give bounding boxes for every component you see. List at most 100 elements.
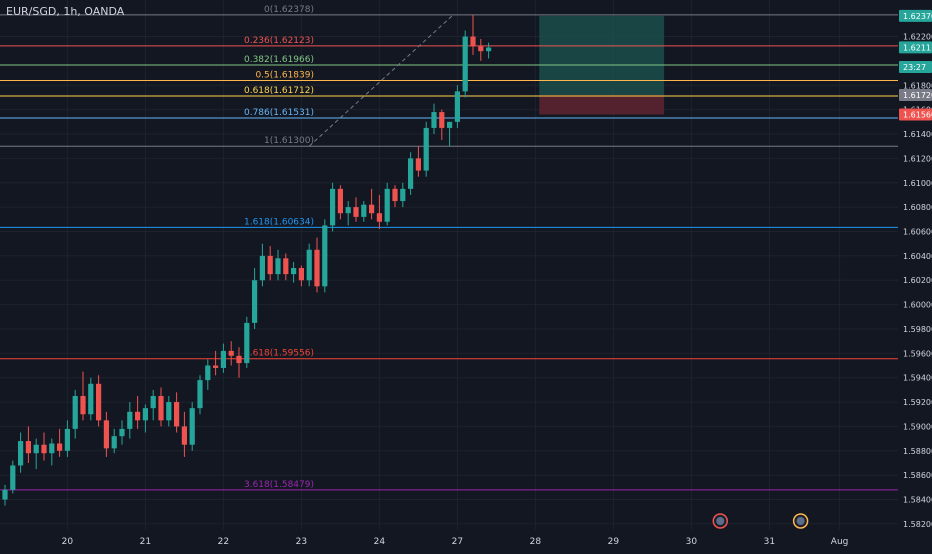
- candle-body: [41, 444, 47, 454]
- y-tick-label: 1.60400: [903, 252, 932, 261]
- fib-trend-line: [308, 14, 454, 147]
- candle-body: [353, 207, 359, 217]
- candle-body: [384, 188, 390, 222]
- candle-body: [415, 158, 421, 171]
- candle-body: [439, 112, 445, 128]
- price-label-text: 1.62370: [903, 12, 932, 21]
- fib-level-label: 1(1.61300): [264, 136, 314, 146]
- fib-level-label: 3.618(1.58479): [244, 480, 314, 490]
- x-tick-label: 23: [296, 537, 307, 547]
- candle-body: [392, 188, 398, 202]
- y-tick-label: 1.59600: [903, 349, 932, 358]
- candle-body: [423, 127, 429, 171]
- fib-level-label: 0(1.62378): [264, 5, 314, 15]
- candle-body: [33, 444, 39, 454]
- candle-body: [174, 402, 180, 427]
- y-tick-label: 1.60600: [903, 227, 932, 236]
- symbol-label: EUR/SGD, 1h, OANDA: [6, 5, 125, 18]
- x-tick-label: 21: [140, 537, 151, 547]
- event-marker-flag-icon: [796, 517, 805, 525]
- candle-body: [454, 91, 460, 122]
- candle-body: [447, 121, 453, 128]
- candle-body: [283, 258, 289, 275]
- candle-body: [111, 436, 117, 449]
- candle-body: [72, 395, 78, 429]
- fib-level-label: 0.382(1.61966): [244, 55, 314, 65]
- candle-body: [2, 489, 8, 500]
- candle-body: [252, 280, 258, 323]
- price-axis[interactable]: 1.622001.618001.616001.614001.612001.610…: [898, 0, 932, 550]
- y-tick-label: 1.62200: [903, 33, 932, 42]
- trend-line: [308, 14, 454, 147]
- candle-body: [322, 225, 328, 287]
- candle-body: [236, 355, 242, 364]
- candle-body: [486, 47, 492, 52]
- x-tick-label: 29: [608, 537, 620, 547]
- y-tick-label: 1.61000: [903, 179, 932, 188]
- candle-body: [431, 112, 437, 128]
- candle-body: [361, 204, 367, 217]
- candle-body: [181, 426, 187, 445]
- price-label-text: 1.61720: [903, 91, 932, 100]
- candle-body: [88, 383, 94, 415]
- y-tick-label: 1.60000: [903, 301, 932, 310]
- candle-body: [189, 408, 195, 445]
- candle-body: [142, 408, 148, 421]
- x-tick-label: 31: [764, 537, 775, 547]
- fib-level-label: 0.786(1.61531): [244, 108, 314, 118]
- y-tick-label: 1.61400: [903, 130, 932, 139]
- fib-level-label: 1.618(1.60634): [244, 217, 314, 227]
- stop-loss-zone: [539, 95, 665, 115]
- y-tick-label: 1.59400: [903, 374, 932, 383]
- candle-body: [337, 188, 343, 214]
- y-tick-label: 1.60200: [903, 276, 932, 285]
- candle-body: [259, 255, 265, 281]
- time-axis-bg: [0, 530, 932, 550]
- y-tick-label: 1.61800: [903, 81, 932, 90]
- candle-body: [376, 213, 382, 222]
- candle-body: [306, 249, 312, 281]
- price-label-text: 1.62111: [903, 43, 932, 52]
- candle-body: [213, 365, 219, 368]
- price-label-text: 23:27: [903, 63, 926, 72]
- price-label-text: 1.61560: [903, 111, 932, 120]
- y-tick-label: 1.59000: [903, 422, 932, 431]
- event-markers: [712, 513, 809, 529]
- candle-body: [345, 207, 351, 214]
- x-tick-label: Aug: [831, 537, 849, 547]
- x-tick-label: 22: [218, 537, 229, 547]
- fib-level-label: 0.236(1.62123): [244, 36, 314, 46]
- y-tick-label: 1.59200: [903, 398, 932, 407]
- y-tick-label: 1.58800: [903, 447, 932, 456]
- candle-body: [267, 255, 273, 275]
- candle-body: [470, 36, 476, 47]
- y-tick-label: 1.58400: [903, 496, 932, 505]
- candle-body: [150, 395, 156, 409]
- fibonacci-levels: 0(1.62378) 0.236(1.62123) 0.382(1.61966) 0.…: [0, 5, 898, 491]
- x-tick-label: 30: [686, 537, 698, 547]
- candle-body: [25, 441, 31, 454]
- candle-body: [10, 465, 16, 490]
- grid-lines: [0, 0, 898, 530]
- fib-level-label: 0.618(1.61712): [244, 86, 314, 96]
- take-profit-zone: [539, 15, 665, 96]
- fib-level-label: 2.618(1.59556): [244, 349, 314, 359]
- candle-body: [478, 46, 484, 52]
- candle-body: [103, 420, 109, 449]
- candle-body: [158, 395, 164, 421]
- candle-body: [298, 268, 304, 281]
- candle-body: [205, 365, 211, 381]
- x-tick-label: 27: [452, 537, 463, 547]
- y-tick-label: 1.59800: [903, 325, 932, 334]
- time-axis[interactable]: 20 21 22 23 24 27 28 29 30 31 Aug: [0, 530, 932, 550]
- candle-body: [400, 188, 406, 202]
- price-label-box: [899, 89, 932, 102]
- y-tick-label: 1.58600: [903, 471, 932, 480]
- x-tick-label: 28: [530, 537, 542, 547]
- candle-body: [369, 204, 375, 214]
- y-tick-label: 1.61200: [903, 154, 932, 163]
- candle-body: [57, 443, 63, 451]
- candle-body: [18, 441, 24, 466]
